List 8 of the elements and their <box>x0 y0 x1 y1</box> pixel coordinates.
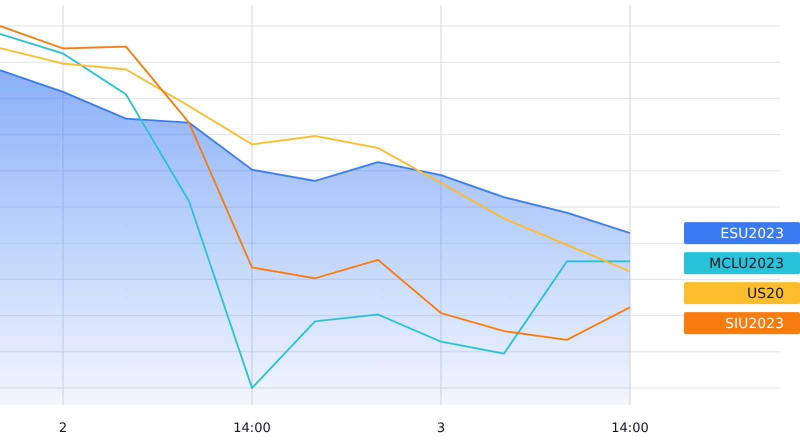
x-tick-label: 14:00 <box>611 421 649 436</box>
x-tick-label: 14:00 <box>233 421 271 436</box>
x-tick-label: 2 <box>58 421 68 436</box>
text: SIU2023 <box>725 316 784 332</box>
text: ESU2023 <box>720 226 784 242</box>
text: US20 <box>747 286 784 302</box>
x-tick-label: 3 <box>436 421 446 436</box>
text: MCLU2023 <box>709 256 784 272</box>
